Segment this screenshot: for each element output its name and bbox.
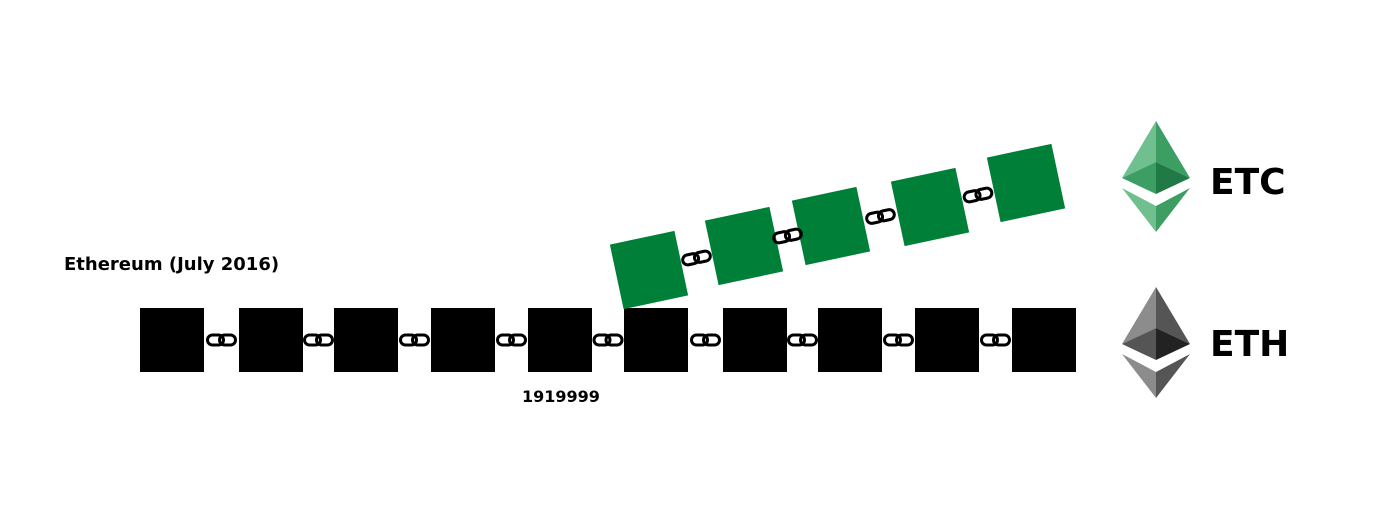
- etc-chain-label: ETC: [1210, 162, 1286, 203]
- etc-logo-top-left: [1122, 121, 1156, 178]
- eth-logo-middle-left: [1122, 328, 1156, 360]
- eth-block: [818, 308, 882, 372]
- chain-link-icon: [772, 227, 803, 245]
- eth-chain: [140, 308, 1076, 372]
- eth-logo-middle-right: [1156, 328, 1190, 360]
- etc-logo-bottom-left: [1122, 188, 1156, 232]
- eth-block: [1012, 308, 1076, 372]
- etc-logo-middle-right: [1156, 162, 1190, 194]
- chain-link-icon: [206, 333, 237, 347]
- etc-logo-bottom-right: [1156, 188, 1190, 232]
- eth-ethereum-diamond-icon: [1122, 287, 1190, 398]
- diagram-title: Ethereum (July 2016): [64, 254, 279, 275]
- eth-logo-bottom-left: [1122, 354, 1156, 398]
- chain-link-icon: [496, 333, 527, 347]
- chain-link-icon: [980, 333, 1011, 347]
- etc-logo-middle-left: [1122, 162, 1156, 194]
- eth-logo-bottom-right: [1156, 354, 1190, 398]
- chain-link-icon: [962, 186, 994, 204]
- etc-block: [609, 230, 689, 310]
- eth-block: [140, 308, 204, 372]
- eth-block: [624, 308, 688, 372]
- chain-link-icon: [399, 333, 430, 347]
- eth-block: [239, 308, 303, 372]
- eth-logo-top-left: [1122, 287, 1156, 344]
- etc-block: [986, 143, 1066, 223]
- chain-link-icon: [690, 333, 721, 347]
- eth-block: [723, 308, 787, 372]
- chain-link-icon: [883, 333, 914, 347]
- eth-block: [528, 308, 592, 372]
- etc-block: [791, 186, 871, 266]
- chain-link-icon: [865, 208, 896, 225]
- etc-block: [704, 206, 784, 286]
- eth-chain-label: ETH: [1210, 324, 1289, 365]
- eth-block: [334, 308, 398, 372]
- chain-link-icon: [592, 333, 624, 347]
- etc-block: [890, 167, 970, 247]
- etc-ethereum-diamond-icon: [1122, 121, 1190, 232]
- eth-block: [915, 308, 979, 372]
- chain-link-icon: [303, 333, 334, 347]
- fork-block-number: 1919999: [522, 387, 600, 406]
- etc-logo-top-right: [1156, 121, 1190, 178]
- chain-link-icon: [681, 249, 712, 267]
- eth-block: [431, 308, 495, 372]
- eth-logo-top-right: [1156, 287, 1190, 344]
- chain-link-icon: [787, 333, 818, 347]
- etc-chain: [609, 143, 1066, 310]
